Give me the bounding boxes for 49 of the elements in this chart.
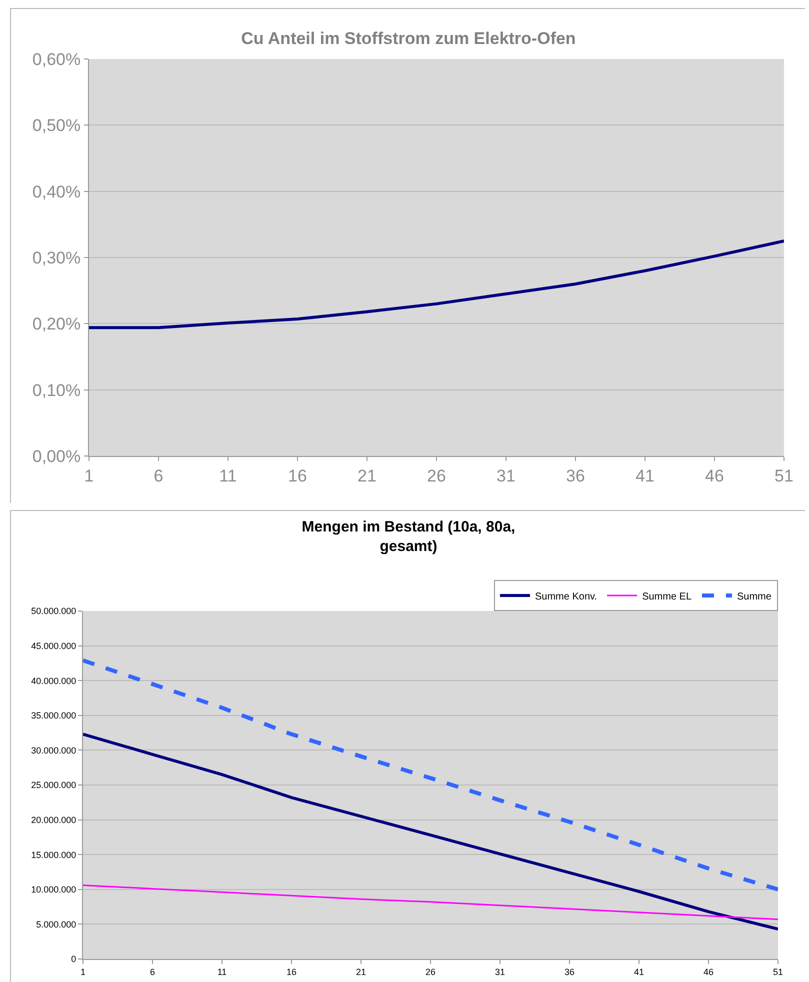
y-tick-label: 40.000.000 [31, 676, 76, 686]
x-tick-label: 11 [217, 966, 227, 977]
y-tick-label: 0 [71, 954, 76, 964]
y-tick-label: 20.000.000 [31, 814, 76, 825]
x-tick-label: 21 [356, 966, 366, 977]
line-series [83, 658, 778, 892]
x-tick-label: 6 [154, 466, 164, 486]
x-tick-label: 26 [425, 966, 436, 977]
y-tick-label: 5.000.000 [36, 919, 76, 930]
x-tick-label: 41 [634, 966, 644, 977]
line-series [83, 884, 778, 920]
y-tick-label: 0,20% [32, 314, 81, 334]
x-tick-label: 31 [494, 966, 506, 977]
y-tick-label: 0,00% [32, 446, 81, 466]
y-tick-label: 25.000.000 [31, 780, 76, 790]
x-tick-label: 51 [772, 966, 784, 977]
y-tick-label: 0,60% [32, 50, 81, 69]
chart-title: Cu Anteil im Stoffstrom zum Elektro-Ofen [241, 28, 576, 48]
y-tick-label: 50.000.000 [31, 606, 76, 616]
y-tick-label: 0,50% [32, 116, 81, 136]
x-tick-label: 26 [427, 466, 446, 486]
x-tick-label: 36 [564, 966, 575, 977]
x-tick-label: 51 [774, 466, 794, 486]
line-series [89, 239, 784, 330]
legend-label: Summe EL [642, 591, 692, 602]
x-tick-label: 1 [80, 966, 86, 977]
x-tick-label: 46 [703, 966, 714, 977]
x-tick-label: 41 [636, 466, 654, 486]
chart-title: Mengen im Bestand (10a, 80a, gesamt) [302, 518, 516, 555]
y-tick-label: 10.000.000 [31, 884, 76, 895]
x-tick-label: 31 [496, 466, 516, 486]
legend-label: Summe Konv. [535, 591, 598, 602]
y-tick-label: 0,10% [32, 380, 81, 400]
x-tick-label: 21 [358, 466, 376, 486]
x-tick-label: 1 [84, 466, 94, 486]
line-series [83, 732, 778, 931]
y-tick-label: 0,40% [32, 182, 81, 202]
y-tick-label: 35.000.000 [31, 710, 76, 721]
x-tick-label: 16 [286, 966, 297, 977]
x-tick-label: 16 [288, 466, 307, 486]
y-tick-label: 45.000.000 [31, 640, 76, 651]
y-tick-label: 30.000.000 [31, 745, 76, 756]
x-tick-label: 46 [705, 466, 724, 486]
legend-label: Summe [736, 591, 772, 602]
y-tick-label: 0,30% [32, 248, 81, 268]
x-tick-label: 6 [150, 966, 156, 977]
y-tick-label: 15.000.000 [31, 850, 76, 860]
x-tick-label: 36 [566, 466, 585, 486]
x-tick-label: 11 [219, 466, 237, 486]
